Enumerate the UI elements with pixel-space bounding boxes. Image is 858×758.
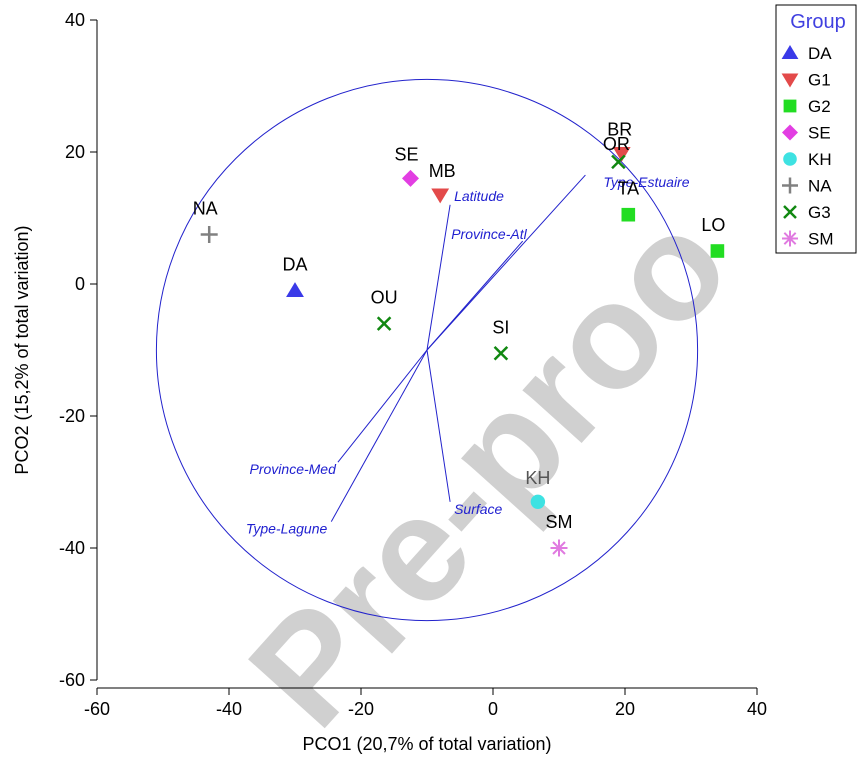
x-tick-label: 40 bbox=[747, 699, 767, 719]
correlation-circle-layer bbox=[155, 78, 699, 622]
legend-marker bbox=[782, 230, 798, 247]
legend-marker bbox=[782, 177, 798, 194]
legend-label: G1 bbox=[808, 71, 831, 90]
x-tick-label: -40 bbox=[216, 699, 242, 719]
x-axis-title: PCO1 (20,7% of total variation) bbox=[302, 734, 551, 754]
vector-line bbox=[426, 174, 586, 351]
point-label: SM bbox=[546, 512, 573, 532]
point-label: NA bbox=[193, 199, 218, 219]
vector-label: Latitude bbox=[454, 188, 504, 204]
point-label: MB bbox=[429, 161, 456, 181]
vector-line bbox=[330, 349, 428, 522]
legend-label: KH bbox=[808, 150, 832, 169]
point-label: KH bbox=[525, 468, 550, 488]
legend-label: SM bbox=[808, 230, 834, 249]
vector-label: Type-Lagune bbox=[246, 521, 328, 537]
legend-marker bbox=[783, 99, 797, 113]
legend: Group DA G1 G2 SE KH NA G3 SM bbox=[775, 4, 857, 254]
data-point bbox=[376, 316, 392, 331]
vector-line bbox=[426, 240, 524, 351]
data-point bbox=[612, 146, 631, 162]
legend-label: NA bbox=[808, 177, 832, 196]
data-point bbox=[493, 346, 509, 361]
legend-marker bbox=[782, 124, 798, 141]
y-axis-title: PCO2 (15,2% of total variation) bbox=[12, 225, 32, 474]
legend-title: Group bbox=[790, 11, 846, 33]
data-point bbox=[431, 188, 450, 204]
point-label: OR bbox=[603, 134, 630, 154]
point-label: SE bbox=[394, 144, 418, 164]
data-point bbox=[710, 244, 725, 258]
legend-marker bbox=[781, 73, 799, 88]
vectors-layer: Type-Estuaire Latitude Province-Atl Provinc… bbox=[246, 174, 690, 536]
vector-label: Province-Atl bbox=[451, 226, 527, 242]
x-tick-label: 20 bbox=[615, 699, 635, 719]
point-label: SI bbox=[492, 317, 509, 337]
y-tick-label: -20 bbox=[59, 406, 85, 426]
data-point bbox=[402, 169, 419, 187]
data-point bbox=[621, 207, 636, 222]
x-tick-label: 0 bbox=[488, 699, 498, 719]
vector-label: Surface bbox=[454, 501, 502, 517]
legend-label: G3 bbox=[808, 203, 831, 222]
vector-label: Type-Estuaire bbox=[603, 174, 689, 190]
y-tick-label: -40 bbox=[59, 538, 85, 558]
legend-label: G2 bbox=[808, 97, 831, 116]
vector-line bbox=[337, 349, 428, 463]
point-label: DA bbox=[282, 255, 307, 275]
point-label: BR bbox=[607, 119, 632, 139]
legend-label: SE bbox=[808, 124, 831, 143]
vector-line bbox=[426, 349, 451, 502]
legend-marker bbox=[781, 45, 799, 59]
legend-marker bbox=[783, 152, 797, 166]
x-tick-label: -20 bbox=[348, 699, 374, 719]
point-label: LO bbox=[701, 215, 725, 235]
point-label: OU bbox=[371, 288, 398, 308]
y-tick-label: 20 bbox=[65, 142, 85, 162]
vector-label: Province-Med bbox=[250, 461, 338, 477]
vector-line bbox=[426, 204, 451, 351]
data-point bbox=[200, 226, 218, 243]
data-point bbox=[530, 494, 546, 510]
data-point bbox=[550, 539, 568, 557]
data-point bbox=[286, 282, 304, 297]
legend-label: DA bbox=[808, 44, 832, 63]
data-point bbox=[611, 154, 626, 170]
y-tick-label: 40 bbox=[65, 10, 85, 30]
y-tick-label: -60 bbox=[59, 670, 85, 690]
correlation-circle bbox=[155, 78, 699, 622]
axes: -60 -40 -20 0 20 40 -60 -40 -20 0 20 40 PCO1 (20,7% … bbox=[12, 10, 767, 754]
x-tick-label: -60 bbox=[84, 699, 110, 719]
point-label: TA bbox=[617, 179, 639, 199]
y-tick-label: 0 bbox=[75, 274, 85, 294]
legend-marker bbox=[783, 205, 797, 219]
